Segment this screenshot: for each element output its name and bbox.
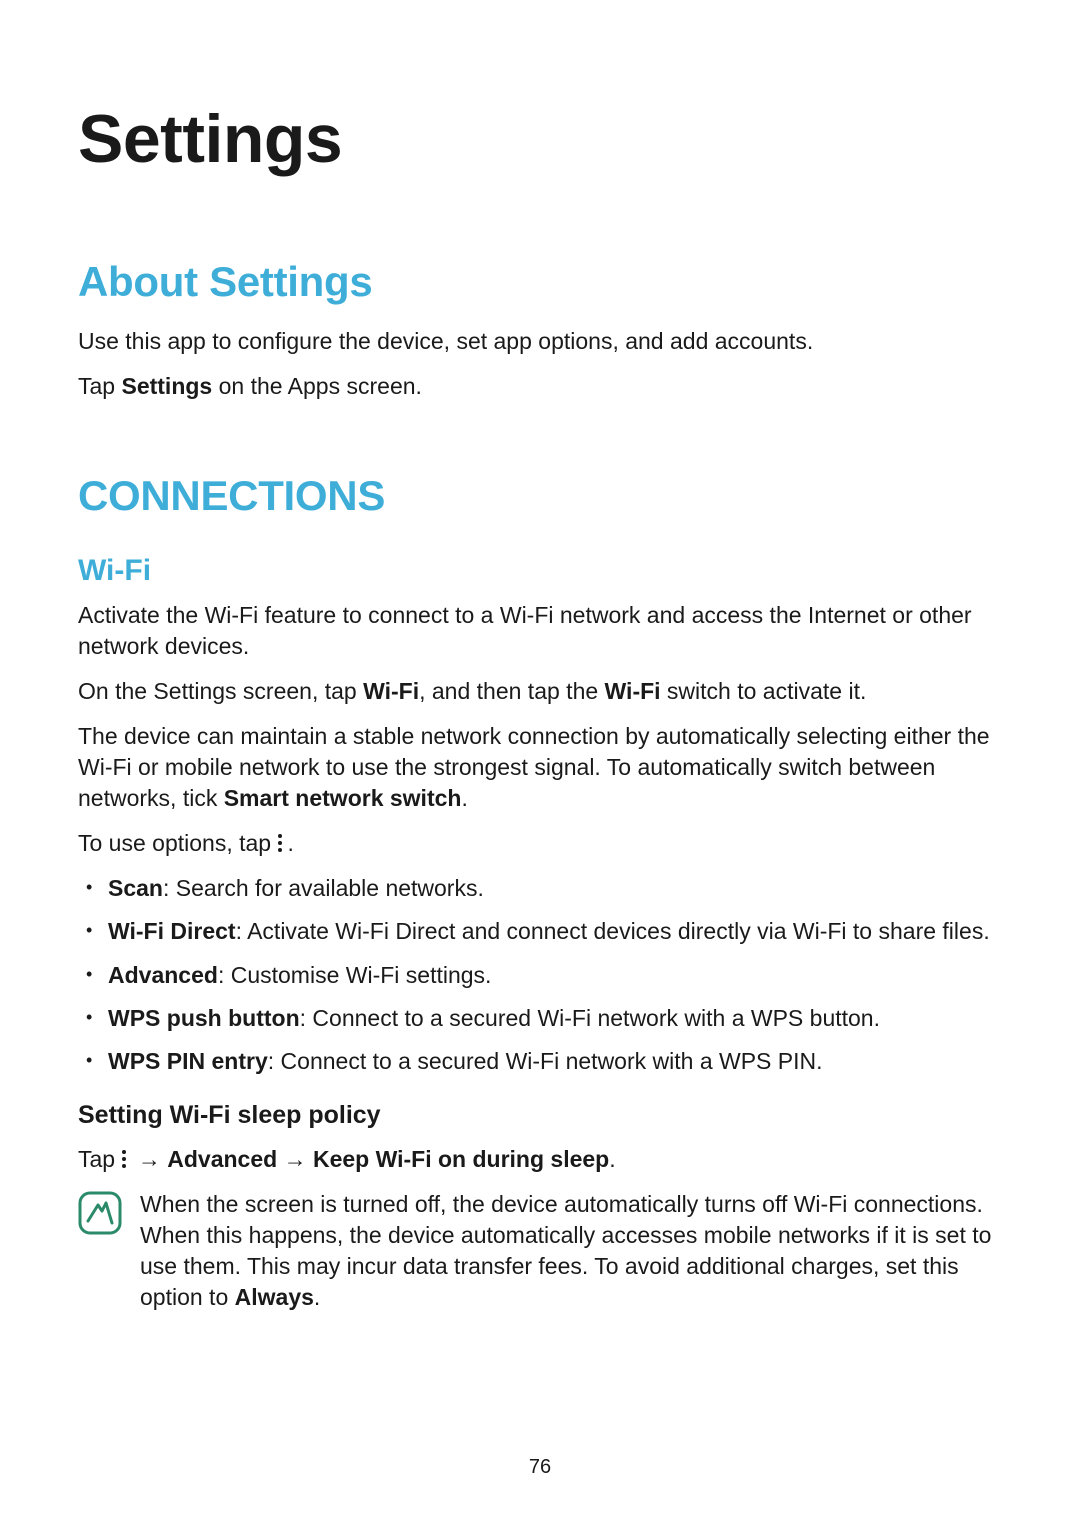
text-fragment: . [461, 785, 467, 811]
page-title: Settings [78, 100, 1002, 178]
heading-sleep-policy: Setting Wi-Fi sleep policy [78, 1101, 1002, 1130]
wifi-paragraph-1: Activate the Wi-Fi feature to connect to… [78, 600, 1002, 662]
wifi-paragraph-3: The device can maintain a stable network… [78, 721, 1002, 814]
text-fragment: . [609, 1146, 615, 1172]
text-fragment: Tap [78, 1146, 121, 1172]
sleep-path: Tap → Advanced → Keep Wi-Fi on during sl… [78, 1144, 1002, 1175]
more-options-icon [121, 1149, 131, 1169]
text-fragment: To use options, tap [78, 830, 277, 856]
arrow-icon: → [138, 1146, 161, 1172]
heading-connections: CONNECTIONS [78, 472, 1002, 520]
option-desc: : Connect to a secured Wi-Fi network wit… [300, 1005, 880, 1031]
text-fragment: , and then tap the [419, 678, 604, 704]
more-options-icon [277, 833, 287, 853]
page-number: 76 [0, 1456, 1080, 1479]
list-item: Advanced: Customise Wi-Fi settings. [108, 960, 1002, 991]
bold-wifi-1: Wi-Fi [363, 678, 419, 704]
text-fragment: . [287, 830, 293, 856]
note-text: When the screen is turned off, the devic… [140, 1189, 1002, 1313]
wifi-paragraph-4: To use options, tap . [78, 828, 1002, 859]
note-row: When the screen is turned off, the devic… [78, 1189, 1002, 1313]
text-fragment: On the Settings screen, tap [78, 678, 363, 704]
list-item: Wi-Fi Direct: Activate Wi-Fi Direct and … [108, 916, 1002, 947]
text-fragment: The device can maintain a stable network… [78, 723, 990, 811]
note-icon [78, 1191, 122, 1313]
option-label: WPS push button [108, 1005, 300, 1031]
bold-wifi-2: Wi-Fi [605, 678, 661, 704]
option-label: Wi-Fi Direct [108, 918, 236, 944]
option-desc: : Connect to a secured Wi-Fi network wit… [268, 1048, 823, 1074]
option-desc: : Search for available networks. [163, 875, 484, 901]
list-item: WPS PIN entry: Connect to a secured Wi-F… [108, 1046, 1002, 1077]
list-item: Scan: Search for available networks. [108, 873, 1002, 904]
bold-always: Always [235, 1284, 314, 1310]
heading-wifi: Wi-Fi [78, 554, 1002, 588]
wifi-options-list: Scan: Search for available networks. Wi-… [78, 873, 1002, 1076]
path-keep-wifi: Keep Wi-Fi on during sleep [313, 1146, 609, 1172]
bold-smart-switch: Smart network switch [224, 785, 462, 811]
bold-settings: Settings [121, 373, 212, 399]
text-fragment: Tap [78, 373, 121, 399]
text-fragment: switch to activate it. [661, 678, 867, 704]
text-fragment: . [314, 1284, 320, 1310]
about-paragraph-2: Tap Settings on the Apps screen. [78, 371, 1002, 402]
about-paragraph-1: Use this app to configure the device, se… [78, 326, 1002, 357]
wifi-paragraph-2: On the Settings screen, tap Wi-Fi, and t… [78, 676, 1002, 707]
option-desc: : Customise Wi-Fi settings. [218, 962, 492, 988]
option-label: Scan [108, 875, 163, 901]
arrow-icon: → [284, 1146, 307, 1172]
option-desc: : Activate Wi-Fi Direct and connect devi… [236, 918, 990, 944]
path-advanced: Advanced [167, 1146, 277, 1172]
option-label: WPS PIN entry [108, 1048, 268, 1074]
heading-about-settings: About Settings [78, 258, 1002, 306]
option-label: Advanced [108, 962, 218, 988]
list-item: WPS push button: Connect to a secured Wi… [108, 1003, 1002, 1034]
text-fragment: on the Apps screen. [212, 373, 422, 399]
